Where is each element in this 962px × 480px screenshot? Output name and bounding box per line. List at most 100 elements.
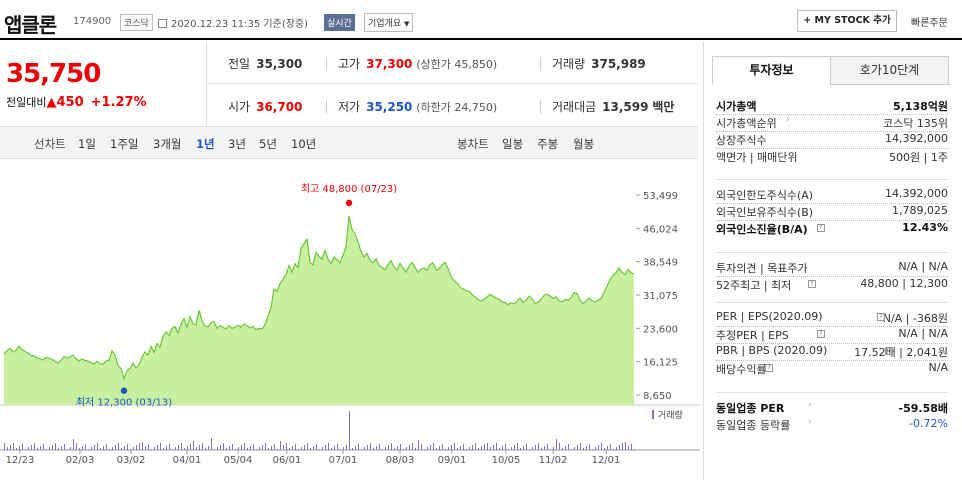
volume-bar	[379, 444, 380, 450]
tab-3m[interactable]: 3개월	[153, 137, 182, 151]
quick-order-button[interactable]: 빠른주문	[911, 18, 948, 29]
volume-bar	[256, 449, 257, 450]
volume-bar	[223, 443, 224, 450]
info-value: N/A | N/A	[898, 327, 948, 340]
info-value: N/A	[928, 361, 948, 374]
market-badge: 코스닥	[120, 14, 153, 31]
volume-bar	[202, 443, 203, 450]
volume-bar	[7, 447, 8, 450]
divider	[716, 392, 948, 393]
info-value: 코스닥 135위	[883, 117, 948, 130]
info-row: 52주최고 | 최저 48,800 | 12,300?	[716, 277, 948, 295]
volume-legend: 거래량	[658, 409, 683, 421]
volume-bar	[22, 444, 23, 450]
divider	[540, 100, 541, 114]
volume-bar	[280, 441, 281, 450]
help-icon[interactable]: ?	[816, 330, 825, 338]
realtime-badge[interactable]: 실시간	[324, 14, 355, 31]
tab-5y[interactable]: 5년	[259, 137, 277, 151]
tab-order-book[interactable]: 호가10단계	[830, 56, 949, 85]
volume-bar	[481, 446, 482, 450]
tab-1w[interactable]: 1주일	[110, 137, 139, 151]
info-value: N/A | N/A	[898, 260, 948, 273]
volume-bar	[538, 443, 539, 450]
volume-bar	[262, 445, 263, 450]
help-icon[interactable]: ?	[816, 224, 825, 232]
volume-bar	[172, 449, 173, 450]
tab-1d[interactable]: 1일	[78, 137, 96, 151]
volume-bar	[118, 443, 119, 450]
help-icon[interactable]: ?	[885, 347, 894, 355]
volume-bar	[385, 447, 386, 450]
volume-bar	[10, 445, 11, 450]
price-chart[interactable]: 53,499 46,024 38,549 31,075 23,600 16,125 8,65…	[0, 160, 700, 480]
volume-bar	[598, 445, 599, 450]
volume: 거래량 375,989	[552, 55, 646, 72]
volume-bar	[622, 443, 623, 450]
volume-bar	[76, 443, 77, 450]
help-icon[interactable]: ?	[808, 280, 816, 288]
tab-10y[interactable]: 10년	[291, 137, 317, 151]
info-label: 투자의견 | 목표주가	[716, 262, 808, 275]
help-icon[interactable]: ?	[765, 364, 773, 372]
volume-bar	[397, 446, 398, 450]
volume-bar	[589, 444, 590, 450]
info-value: 1,789,025	[892, 204, 948, 217]
info-value: -59.58배	[898, 402, 948, 415]
help-icon[interactable]: ?	[876, 313, 885, 321]
y-tick-label: 46,024	[643, 224, 678, 235]
change-amount: 450	[56, 95, 84, 110]
volume-bar	[586, 446, 587, 450]
chevron-right-icon[interactable]: ›	[808, 400, 812, 410]
min-point	[120, 387, 128, 394]
x-tick-label: 06/01	[273, 455, 302, 466]
volume-bar	[490, 447, 491, 450]
volume-bar	[70, 447, 71, 450]
volume-value: 375,989	[591, 57, 646, 71]
info-row: 추정PER | EPS N/A | N/A?	[716, 327, 948, 345]
chevron-right-icon[interactable]: ›	[808, 417, 812, 427]
info-label: 액면가 | 매매단위	[716, 151, 798, 164]
volume-bar	[274, 444, 275, 450]
x-tick-label: 02/03	[66, 455, 95, 466]
volume-bar	[370, 443, 371, 450]
volume-bar	[40, 446, 41, 450]
volume-bar	[310, 448, 311, 450]
volume-bar	[628, 446, 629, 450]
tab-1y[interactable]: 1년	[196, 137, 215, 151]
info-row: 동일업종 등락률 -0.72% ›	[716, 417, 948, 435]
volume-bar	[427, 447, 428, 450]
prev-close-value: 35,300	[256, 57, 303, 71]
volume-bar	[235, 449, 236, 450]
divider	[716, 203, 948, 204]
volume-bar	[604, 448, 605, 450]
tab-investment-info[interactable]: 투자정보	[712, 56, 831, 85]
volume-bar	[94, 445, 95, 450]
info-label: 상장주식수	[716, 134, 767, 147]
my-stock-add-button[interactable]: + MY STOCK 추가	[797, 10, 897, 32]
high-price: 고가 37,300 (상한가 45,850)	[338, 55, 497, 72]
trade-amount: 거래대금 13,599 백만	[552, 98, 674, 115]
prev-close: 전일 35,300	[228, 55, 302, 72]
tab-3y[interactable]: 3년	[228, 137, 246, 151]
volume-legend-swatch	[652, 410, 654, 419]
divider	[716, 148, 948, 149]
volume-bar	[193, 441, 194, 450]
volume-bar	[289, 448, 290, 450]
tab-monthly[interactable]: 월봉	[573, 137, 595, 151]
info-value: 48,800 | 12,300	[860, 277, 948, 290]
info-row: PBR | BPS (2020.09) 17.52배 | 2,041원?	[716, 344, 948, 362]
divider	[208, 83, 698, 84]
volume-bar	[145, 446, 146, 450]
volume-bar	[121, 448, 122, 450]
divider	[716, 360, 948, 361]
volume-bar	[466, 449, 467, 450]
info-label: 외국인한도주식수(A)	[716, 189, 814, 202]
company-overview-button[interactable]: 기업개요 ▼	[364, 13, 414, 32]
tab-daily[interactable]: 일봉	[502, 137, 524, 151]
info-value: 500원 | 1주	[889, 151, 948, 164]
divider	[716, 302, 948, 303]
chevron-right-icon[interactable]: ›	[786, 115, 790, 125]
x-tick-label: 05/04	[224, 455, 253, 466]
tab-weekly[interactable]: 주봉	[537, 137, 559, 151]
